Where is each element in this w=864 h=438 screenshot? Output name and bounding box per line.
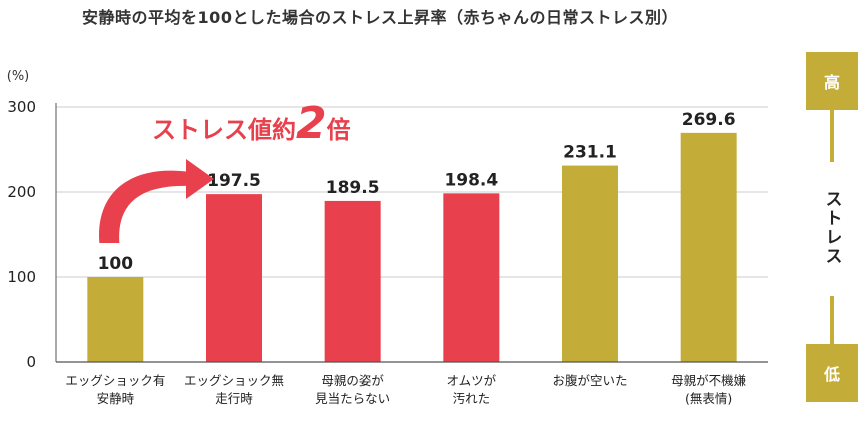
scale-stress-label: ストレス — [821, 190, 842, 266]
bar — [324, 200, 381, 362]
x-category-label: エッグショック無 — [184, 373, 284, 388]
x-category-label: お腹が空いた — [552, 373, 627, 388]
x-category-label: 汚れた — [453, 391, 491, 406]
bar — [443, 193, 500, 362]
scale-high-box: 高 — [806, 52, 858, 110]
bar-value-label: 198.4 — [444, 170, 498, 190]
x-category-label: 母親が不機嫌 — [671, 373, 746, 388]
x-category-label: エッグショック有 — [65, 373, 165, 388]
y-axis-unit: (%) — [7, 69, 30, 84]
x-category-label: 母親の姿が — [321, 373, 384, 388]
scale-line-top — [830, 110, 834, 162]
bar — [680, 132, 737, 362]
x-category-label: 安静時 — [97, 391, 135, 406]
scale-line-bottom — [830, 296, 834, 344]
chart-title: 安静時の平均を100とした場合のストレス上昇率（赤ちゃんの日常ストレス別） — [82, 8, 678, 27]
bar — [206, 194, 262, 362]
bar — [562, 165, 618, 362]
bar — [87, 277, 144, 362]
x-category-label: (無表情) — [685, 391, 732, 406]
y-tick-label: 200 — [7, 183, 36, 201]
bar-value-label: 100 — [98, 254, 134, 274]
x-category-label: 走行時 — [215, 391, 253, 406]
bar-value-label: 197.5 — [207, 171, 261, 191]
scale-low-box: 低 — [806, 344, 858, 402]
bar-value-label: 189.5 — [326, 178, 380, 198]
growth-arrow-body — [99, 170, 190, 243]
stress-scale-panel: 高 ストレス 低 — [806, 52, 858, 402]
growth-arrow-head — [186, 159, 214, 199]
scale-high-label: 高 — [823, 73, 840, 92]
y-tick-label: 0 — [26, 353, 36, 371]
bar-value-label: 231.1 — [563, 143, 617, 163]
x-category-label: 見当たらない — [315, 391, 390, 406]
y-tick-label: 100 — [7, 268, 36, 286]
scale-low-label: 低 — [823, 365, 840, 384]
bar-value-label: 269.6 — [682, 110, 736, 130]
stress-annotation: ストレス値約2倍 — [152, 98, 351, 149]
y-tick-label: 300 — [7, 98, 36, 116]
x-category-label: オムツが — [447, 373, 497, 388]
